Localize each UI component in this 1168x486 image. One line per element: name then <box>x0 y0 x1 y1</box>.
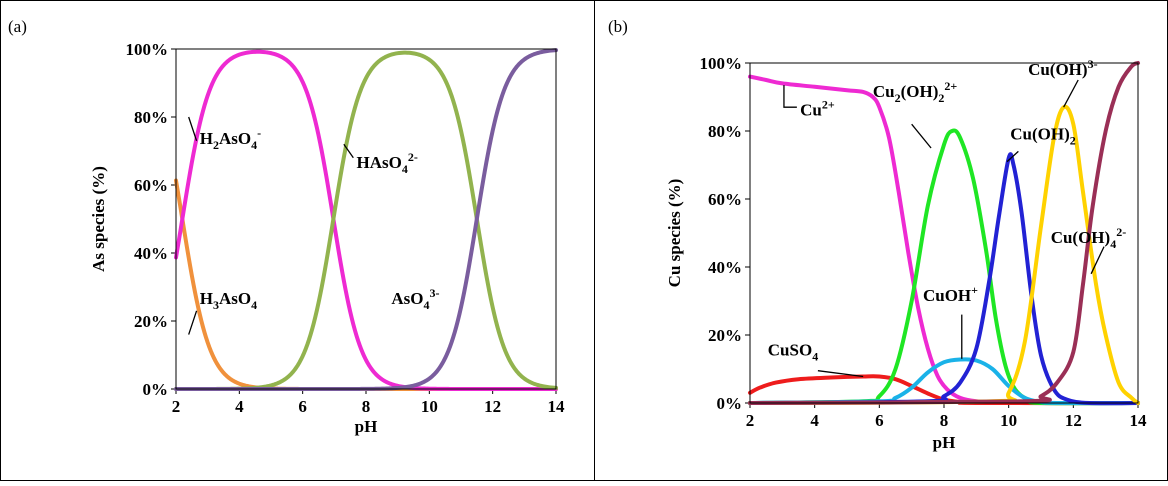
panel-b-plot-area <box>749 62 1139 404</box>
panel-a-y-tick-label: 60% <box>134 176 168 195</box>
panel-b-y-tick-label: 40% <box>708 258 742 277</box>
panel-b-label-cuohplus: CuOH+ <box>923 283 978 305</box>
panel-b-y-axis-label: Cu species (%) <box>665 179 684 288</box>
panel-b-series-cu2plus <box>748 74 1140 406</box>
panel-a-label-haso42minus: HAsO42- <box>357 150 418 176</box>
panel-b-leader-cu-oh-3minus <box>1063 79 1079 108</box>
panel-a-plot-area <box>175 48 557 390</box>
panel-b-leader-cu2-oh-22plus <box>911 123 932 149</box>
panel-a-label-h3aso4: H3AsO4 <box>200 289 257 312</box>
panel-b-y-tick-label: 60% <box>708 190 742 209</box>
panel-b-label-cu2-oh-22plus: Cu2(OH)22+ <box>873 79 958 105</box>
panel-a-y-tick-label: 20% <box>134 312 168 331</box>
panel-b-x-tick-label: 10 <box>1000 411 1017 430</box>
panel-b-y-tick-label: 20% <box>708 326 742 345</box>
panel-a-leader-h3aso4 <box>188 310 198 335</box>
panel-a-chart: (a) 0% 20% 40% 60% 80% 100% 2 4 6 8 10 12 14 H2AsO4… <box>8 17 565 436</box>
panel-b-x-tick-label: 8 <box>940 411 949 430</box>
panel-a-x-tick-label: 10 <box>421 397 438 416</box>
panel-a-y-tick-label: 80% <box>134 108 168 127</box>
panel-a-leader-haso42minus <box>343 143 354 159</box>
panel-a-label: (a) <box>8 17 27 36</box>
panel-a-x-tick-label: 6 <box>298 397 307 416</box>
panel-a-leader-h2aso4minus <box>188 116 198 142</box>
panel-b-x-tick-label: 12 <box>1065 411 1082 430</box>
panel-a-x-axis-label: pH <box>355 417 378 436</box>
panel-b-leader-cu-oh-42minus <box>1090 246 1105 275</box>
panel-a-x-tick-label: 8 <box>362 397 371 416</box>
panel-b-x-tick-label: 2 <box>746 411 755 430</box>
panel-b-x-axis-label: pH <box>933 433 956 452</box>
panel-b-x-tick-label: 6 <box>875 411 884 430</box>
panel-a-y-axis-label: As species (%) <box>89 166 108 272</box>
panel-a-label-aso43minus: AsO43- <box>391 286 439 312</box>
panel-a-y-tick-label: 40% <box>134 244 168 263</box>
panel-a-x-tick-label: 4 <box>235 397 244 416</box>
panel-a-x-tick-label: 2 <box>172 397 181 416</box>
panel-b-label-cu-oh-2: Cu(OH)2 <box>1010 125 1076 148</box>
panel-b-x-tick-label: 4 <box>810 411 819 430</box>
panel-b-label: (b) <box>608 17 628 36</box>
panel-a-y-tick-label: 0% <box>143 380 169 399</box>
panel-a-x-tick-label: 14 <box>548 397 566 416</box>
panel-b-y-tick-label: 0% <box>717 394 743 413</box>
panel-b-series-cu-oh-2 <box>748 152 1140 406</box>
panel-b-leader-cu2plus <box>783 85 797 108</box>
panel-b-leader-cuso4 <box>817 370 864 378</box>
panel-b-label-cu-oh-3minus: Cu(OH)3- <box>1028 57 1098 79</box>
panel-b-x-tick-label: 14 <box>1130 411 1148 430</box>
panel-b-label-cu2plus: Cu2+ <box>800 98 835 120</box>
panel-b-y-tick-label: 100% <box>700 54 743 73</box>
panel-a-y-tick-label: 100% <box>126 40 169 59</box>
panel-b-label-cu-oh-42minus: Cu(OH)42- <box>1051 225 1127 251</box>
panel-b-series-cu-oh-42minus <box>748 61 1140 405</box>
panel-b-y-tick-label: 80% <box>708 122 742 141</box>
panel-b-label-cuso4: CuSO4 <box>768 340 818 363</box>
panel-a-x-tick-label: 12 <box>484 397 501 416</box>
panel-b-chart: (b) 0% 20% 40% 60% 80% 100% 2 4 6 8 10 12 14 Cu2+ Cu… <box>608 17 1147 452</box>
panel-b-leader-cu-oh-2 <box>1006 150 1019 163</box>
panel-a-label-h2aso4minus: H2AsO4- <box>200 126 261 152</box>
